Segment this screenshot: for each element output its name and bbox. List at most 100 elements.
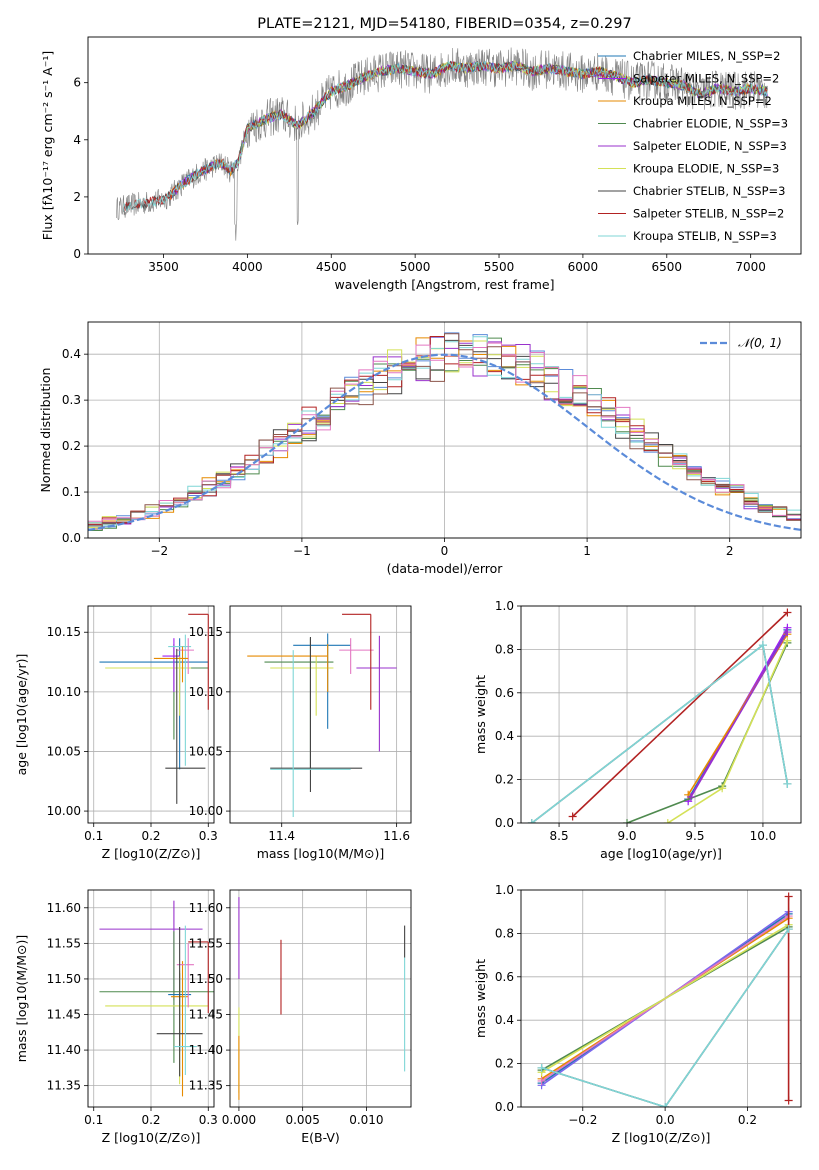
x-axis-label: Z [log10(Z/Z⊙)]	[612, 1130, 711, 1145]
weight-marker	[686, 792, 695, 801]
axes-frame	[87, 36, 802, 255]
x-tick-label: 0.010	[349, 1113, 383, 1127]
normal-curve	[88, 353, 801, 531]
x-tick-label: 0.1	[84, 1113, 103, 1127]
weight-marker	[527, 819, 536, 823]
errorbar-point	[342, 613, 372, 710]
errorbar-area	[99, 613, 209, 804]
y-tick-label: 10.00	[189, 804, 223, 818]
y-tick-label: 10.10	[47, 685, 81, 699]
axes-frame	[87, 889, 215, 1108]
x-axis-label: Z [log10(Z/Z⊙)]	[102, 846, 201, 861]
age-vs-Z-axes: 0.1 0.2 0.3 10.00 10.05 10.10 10.15 Z [log10(Z/…	[14, 605, 218, 861]
x-tick-label: 6500	[652, 260, 683, 274]
weight-marker	[783, 628, 792, 637]
x-tick-label: 0.0	[656, 1113, 675, 1127]
x-tick-label: 8.5	[550, 829, 569, 843]
y-tick-label: 0.8	[495, 926, 514, 940]
legend-label: Chabrier STELIB, N_SSP=3	[633, 184, 785, 198]
y-tick-label: 11.60	[189, 901, 223, 915]
x-axis-label: age [log10(age/yr)]	[600, 846, 722, 861]
residuals-axes: −2 −1 0 1 2 0.0 0.1 0.2 0.3 0.4 (data-model)/error…	[38, 321, 802, 576]
y-tick-label: 11.35	[47, 1079, 81, 1093]
weight-marker	[784, 925, 793, 934]
y-tick-label: 0.1	[62, 485, 81, 499]
errorbar-area	[238, 897, 406, 1100]
x-axis-label: Z [log10(Z/Z⊙)]	[102, 1130, 201, 1145]
y-tick-label: 4	[73, 133, 81, 147]
weight-series	[537, 925, 793, 1107]
errorbar-point	[247, 644, 329, 692]
x-tick-label: 4000	[232, 260, 263, 274]
y-axis-label: Normed distribution	[38, 368, 53, 493]
errorbar-point	[188, 941, 209, 1014]
y-axis-label: mass weight	[473, 675, 488, 754]
legend-label: Salpeter ELODIE, N_SSP=3	[633, 139, 787, 153]
errorbar-point	[270, 656, 334, 716]
weight-line	[572, 611, 788, 818]
y-tick-label: 0.2	[495, 773, 514, 787]
y-tick-label: 10.05	[189, 744, 223, 758]
histogram-step	[88, 333, 801, 530]
x-tick-label: −0.2	[568, 1113, 597, 1127]
weight-vs-Z-axes: −0.2 0.0 0.2 0.0 0.2 0.4 0.6 0.8 1.0 Z [log10(Z/Z…	[473, 883, 802, 1145]
x-axis-label: E(B-V)	[301, 1130, 340, 1145]
weight-marker	[718, 784, 727, 793]
spectrum-plot-area	[116, 47, 768, 241]
x-tick-label: 7000	[735, 260, 766, 274]
errorbar-point	[188, 613, 209, 710]
errorbar-point	[176, 638, 194, 674]
weight-marker	[784, 1096, 793, 1105]
x-tick-label: 3500	[148, 260, 179, 274]
legend-label: Chabrier ELODIE, N_SSP=3	[633, 117, 788, 131]
histogram-area	[88, 332, 801, 531]
y-tick-label: 0.4	[495, 729, 514, 743]
y-tick-label: 10.15	[47, 625, 81, 639]
y-tick-label: 2	[73, 190, 81, 204]
axes-frame	[520, 889, 802, 1108]
weight-marker	[661, 1103, 670, 1107]
errorbar-point	[293, 633, 351, 729]
x-tick-label: 0.2	[738, 1113, 757, 1127]
weight-marker	[663, 819, 672, 823]
weight-marker	[537, 1076, 546, 1085]
spectrum-axes: 3500 4000 4500 5000 5500 6000 6500 7000 0 2 4 6 wave…	[40, 16, 802, 292]
y-tick-label: 0.0	[495, 1100, 514, 1114]
weight-series	[568, 608, 792, 821]
y-tick-label: 11.45	[47, 1008, 81, 1022]
axes-frame	[87, 321, 802, 539]
x-tick-label: 0.1	[84, 829, 103, 843]
mass-vs-ebv-axes: 0.000 0.005 0.010 11.35 11.40 11.45 11.50 11.55…	[189, 889, 412, 1145]
age-vs-mass-axes: 11.4 11.6 10.00 10.05 10.10 10.15 mass [log10(…	[189, 605, 412, 861]
x-tick-label: 0.3	[199, 1113, 218, 1127]
spectrum-legend: Chabrier MILES, N_SSP=2 Salpeter MILES, N…	[598, 49, 788, 243]
errorbar-point	[356, 635, 397, 752]
legend-label: Kroupa ELODIE, N_SSP=3	[633, 162, 779, 176]
mass-vs-Z-axes: 0.1 0.2 0.3 11.35 11.40 11.45 11.50 11.55 11.60 Z…	[14, 889, 218, 1145]
y-axis-label: age [log10(age/yr)]	[14, 654, 29, 776]
weight-series	[663, 636, 792, 823]
y-tick-label: 1.0	[495, 599, 514, 613]
errorbar-area	[247, 613, 397, 818]
x-axis-label: wavelength [Angstrom, rest frame]	[334, 277, 554, 292]
x-tick-label: 0.3	[199, 829, 218, 843]
errorbar-point	[264, 638, 334, 770]
legend-label: Salpeter STELIB, N_SSP=2	[633, 207, 784, 221]
weight-marker	[783, 636, 792, 645]
legend-label: Kroupa STELIB, N_SSP=3	[633, 229, 777, 243]
y-tick-label: 11.50	[189, 972, 223, 986]
x-tick-label: −1	[293, 544, 311, 558]
y-tick-label: 11.45	[189, 1008, 223, 1022]
x-tick-label: 11.4	[268, 829, 295, 843]
errorbar-point	[173, 925, 197, 1075]
weight-lines	[527, 608, 792, 823]
errorbar-point	[270, 637, 363, 792]
weight-line	[541, 928, 790, 1107]
model-line	[122, 60, 768, 212]
y-axis-label: mass [log10(M/M⊙)]	[14, 935, 29, 1063]
legend-label: Chabrier MILES, N_SSP=2	[633, 49, 780, 63]
legend-label: Kroupa MILES, N_SSP=2	[633, 94, 772, 108]
legend-label: Salpeter MILES, N_SSP=2	[633, 72, 779, 86]
y-tick-label: 11.40	[47, 1043, 81, 1057]
